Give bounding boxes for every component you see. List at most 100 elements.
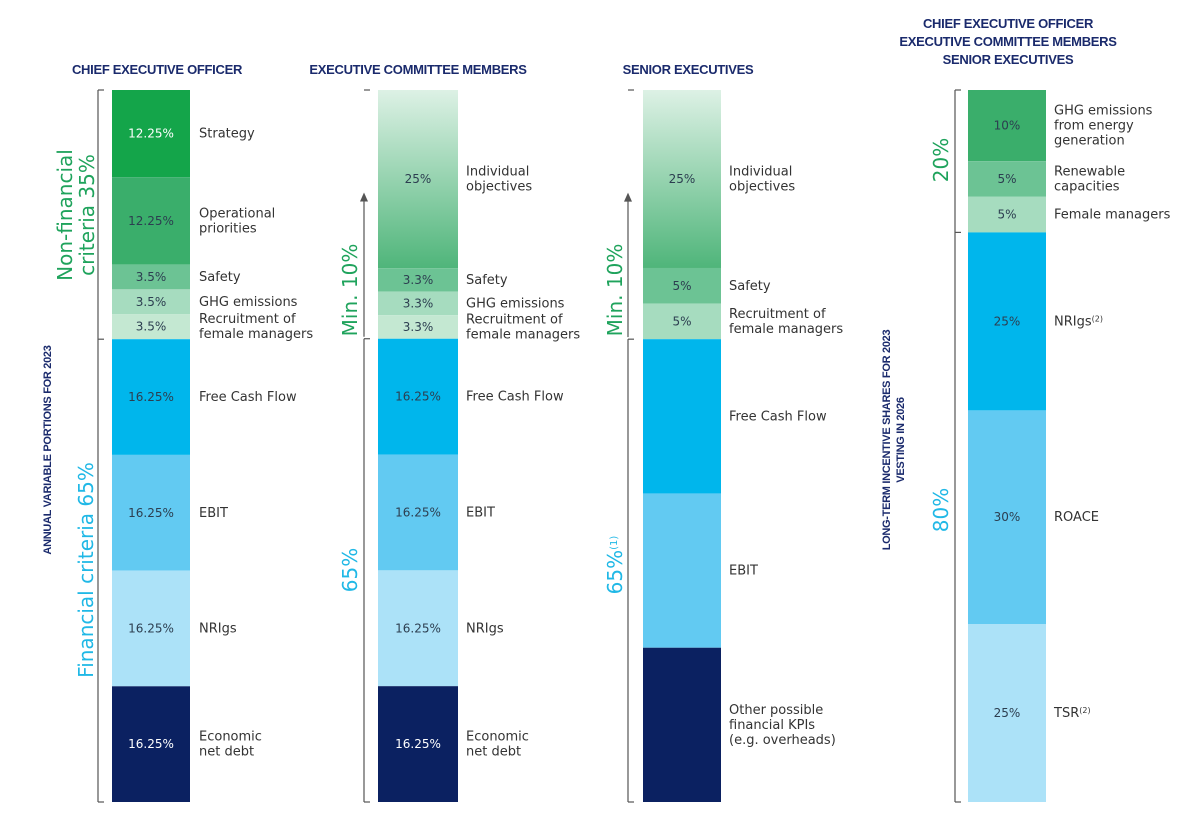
category-label: (e.g. overheads) — [729, 733, 836, 748]
chart-title: SENIOR EXECUTIVES — [623, 62, 754, 77]
bar-segment — [968, 232, 1046, 411]
category-label: EBIT — [466, 505, 495, 520]
chart-title: CHIEF EXECUTIVE OFFICER — [923, 16, 1094, 31]
category-label: EBIT — [199, 506, 228, 521]
category-label: Free Cash Flow — [199, 390, 297, 405]
chart-title: SENIOR EXECUTIVES — [943, 52, 1074, 67]
data-label: 25% — [994, 706, 1021, 720]
data-label: 25% — [669, 172, 696, 186]
category-label: objectives — [729, 179, 795, 194]
group-label-green: 20% — [929, 138, 953, 182]
bar-segment — [378, 268, 458, 292]
data-label: 3.3% — [403, 273, 434, 287]
data-label: 16.25% — [128, 621, 174, 635]
data-label: 3.5% — [136, 295, 167, 309]
group-label-financial: 80% — [929, 488, 953, 532]
bar-segment — [112, 289, 190, 315]
category-label: NRIgs(2) — [1054, 314, 1103, 330]
long-term-axis-label-2: VESTING IN 2026 — [895, 397, 907, 483]
category-label: ROACE — [1054, 510, 1099, 525]
category-label: Individual — [729, 164, 792, 179]
category-label: Female managers — [1054, 208, 1171, 223]
group-label-financial: 65% — [338, 548, 362, 592]
bar-segment — [378, 315, 458, 339]
category-label: Free Cash Flow — [729, 409, 827, 424]
category-label: Individual — [466, 165, 529, 180]
category-label: priorities — [199, 221, 257, 236]
bar-segment — [378, 686, 458, 802]
bar-segment — [112, 90, 190, 178]
bar-segment — [378, 90, 458, 269]
data-label: 16.25% — [395, 737, 441, 751]
category-label: Other possible — [729, 703, 823, 718]
chart-2: EXECUTIVE COMMITTEE MEMBERS 25% Individual… — [309, 62, 580, 803]
category-label: Free Cash Flow — [466, 390, 564, 405]
category-label: TSR(2) — [1053, 706, 1091, 722]
group-label-financial: Financial criteria 65% — [74, 462, 98, 678]
bar-segment — [643, 493, 721, 648]
chart-title: CHIEF EXECUTIVE OFFICER — [72, 62, 243, 77]
bar-segment — [643, 647, 721, 802]
group-label-nonfinancial: Non-financialcriteria 35% — [53, 149, 99, 281]
category-label: Recruitment of — [729, 307, 826, 322]
category-label: female managers — [729, 322, 843, 337]
bar-segment — [968, 90, 1046, 162]
category-label: generation — [1054, 134, 1125, 149]
bar-segment — [643, 267, 721, 304]
bar-segment — [968, 161, 1046, 197]
chart-4: CHIEF EXECUTIVE OFFICER EXECUTIVE COMMITT… — [899, 16, 1171, 803]
category-label: from energy — [1054, 119, 1134, 134]
data-label: 3.5% — [136, 270, 167, 284]
category-label: EBIT — [729, 564, 758, 579]
category-label: Strategy — [199, 127, 255, 142]
category-label: Recruitment of — [466, 312, 563, 327]
bar-segment — [643, 339, 721, 494]
chart-title: EXECUTIVE COMMITTEE MEMBERS — [899, 34, 1117, 49]
category-label: Safety — [199, 270, 241, 285]
category-label: capacities — [1054, 180, 1120, 195]
category-label: GHG emissions — [199, 295, 298, 310]
data-label: 16.25% — [128, 390, 174, 404]
data-label: 16.25% — [128, 506, 174, 520]
chart-title: EXECUTIVE COMMITTEE MEMBERS — [309, 62, 527, 77]
bar-segment — [378, 570, 458, 687]
data-label: 16.25% — [395, 621, 441, 635]
data-label: 30% — [994, 510, 1021, 524]
category-label: GHG emissions — [466, 296, 565, 311]
bar-segment — [968, 624, 1046, 802]
bar-segment — [378, 291, 458, 316]
category-label: GHG emissions — [1054, 104, 1153, 119]
bar-segment — [112, 314, 190, 340]
bar-segment — [112, 570, 190, 687]
data-label: 12.25% — [128, 127, 174, 141]
bar-segment — [378, 454, 458, 571]
bar-segment — [968, 196, 1046, 233]
category-label: financial KPIs — [729, 718, 815, 733]
chart-1: CHIEF EXECUTIVE OFFICER 12.25% Strategy 12.… — [53, 62, 313, 803]
data-label: 25% — [994, 314, 1021, 328]
category-label: Operational — [199, 206, 275, 221]
data-label: 16.25% — [395, 390, 441, 404]
category-label: Safety — [466, 273, 508, 288]
bar-segment — [112, 264, 190, 290]
data-label: 5% — [997, 208, 1016, 222]
data-label: 10% — [994, 119, 1021, 133]
category-label: Economic — [199, 730, 262, 745]
bar-segment — [112, 339, 190, 455]
group-label-financial: 65%(1) — [603, 536, 627, 595]
annual-axis-label: ANNUAL VARIABLE PORTIONS FOR 2023 — [42, 345, 54, 554]
data-label: 5% — [672, 314, 691, 328]
bar-segment — [112, 686, 190, 802]
chart-3: SENIOR EXECUTIVES 25% Individualobjectives… — [603, 62, 843, 803]
category-label: Economic — [466, 730, 529, 745]
data-label: 5% — [672, 279, 691, 293]
category-label: Recruitment of — [199, 312, 296, 327]
category-label: Safety — [729, 279, 771, 294]
category-label: net debt — [199, 745, 254, 760]
data-label: 3.3% — [403, 320, 434, 334]
data-label: 5% — [997, 172, 1016, 186]
group-label-green: Min. 10% — [338, 244, 362, 337]
data-label: 12.25% — [128, 214, 174, 228]
data-label: 16.25% — [395, 505, 441, 519]
